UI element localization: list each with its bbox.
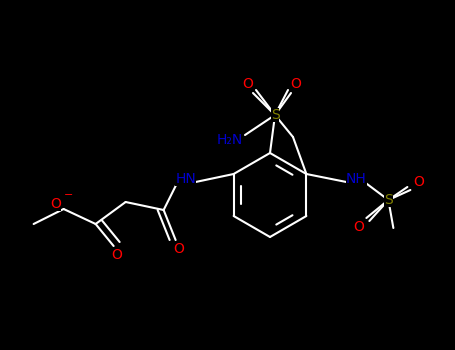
Text: HN: HN	[175, 172, 196, 186]
Text: S: S	[384, 193, 393, 207]
Text: H₂N: H₂N	[217, 133, 243, 147]
Text: O: O	[413, 175, 424, 189]
Text: O: O	[353, 220, 364, 234]
Text: O: O	[291, 77, 301, 91]
Text: O: O	[50, 197, 61, 211]
Text: −: −	[64, 190, 73, 200]
Text: NH: NH	[346, 172, 367, 186]
Text: O: O	[173, 242, 184, 256]
Text: S: S	[271, 108, 279, 122]
Text: O: O	[111, 248, 122, 262]
Text: O: O	[243, 77, 253, 91]
